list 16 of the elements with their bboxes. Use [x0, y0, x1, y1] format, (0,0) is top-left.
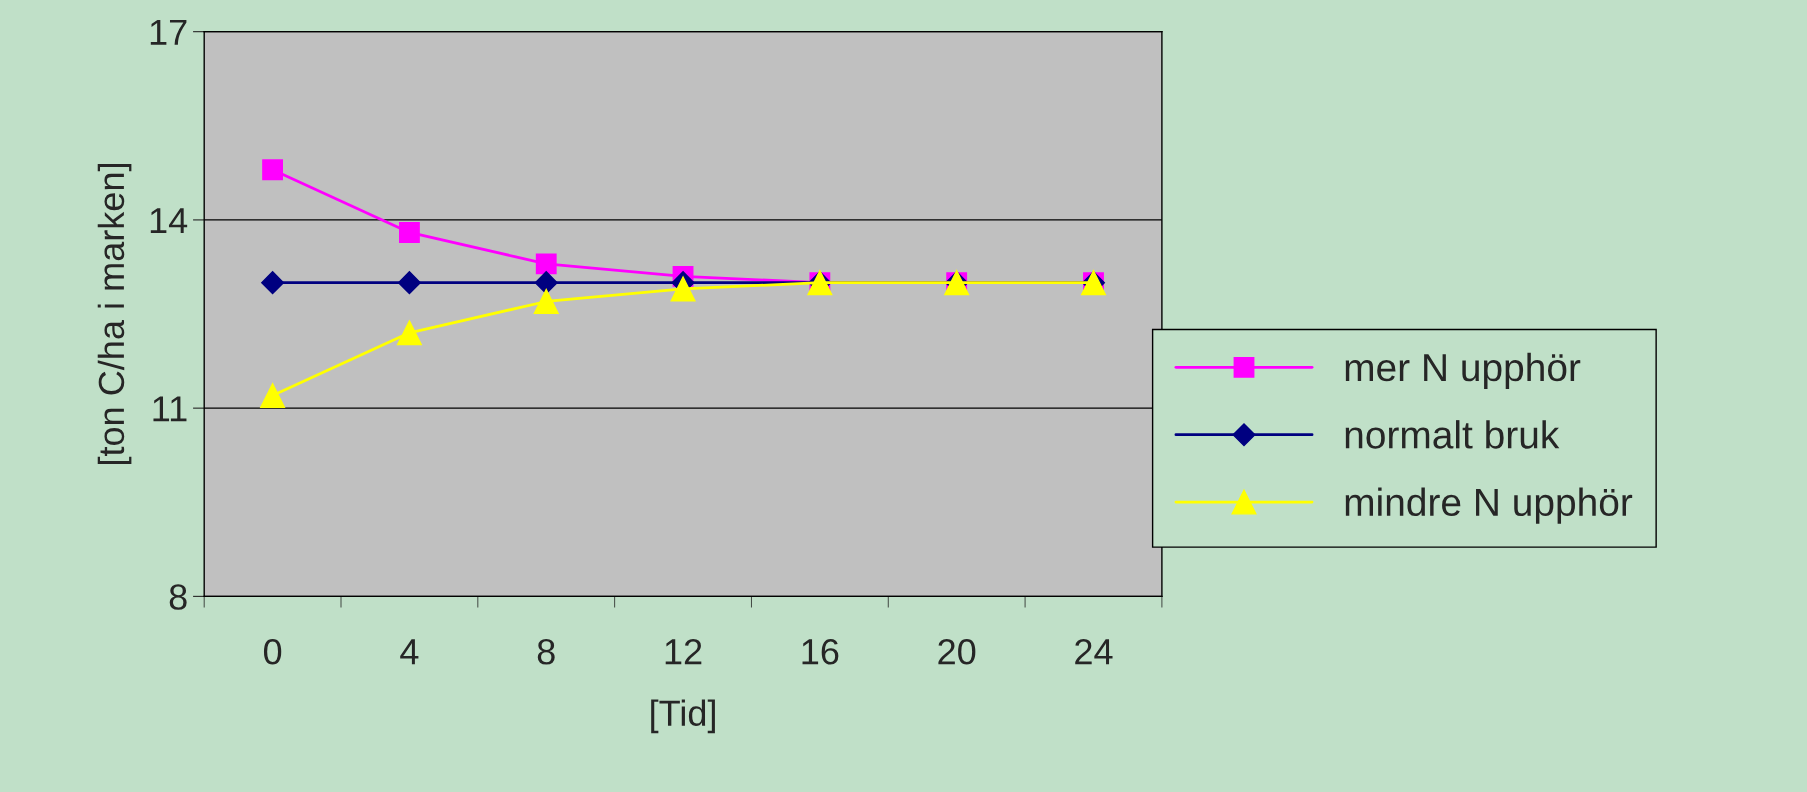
legend-label: mindre N upphör	[1345, 487, 1633, 524]
x-tick-label: 8	[537, 639, 555, 665]
y-axis-title: [ton C/ha i marken]	[97, 164, 132, 464]
x-tick-label: 12	[665, 639, 702, 665]
x-tick-label: 0	[263, 639, 282, 665]
x-tick-label: 4	[400, 639, 419, 665]
x-tick-label: 24	[1075, 639, 1113, 665]
y-tick-label: 8	[169, 584, 187, 610]
y-tick-label: 11	[153, 396, 187, 422]
x-tick-label: 20	[938, 639, 976, 665]
x-axis-title: [Tid]	[651, 699, 715, 734]
legend-label: mer N upphör	[1345, 352, 1581, 390]
legend-label: normalt bruk	[1345, 420, 1560, 449]
y-tick-label: 17	[150, 19, 187, 45]
y-tick-label: 14	[150, 208, 188, 233]
x-tick-label: 16	[802, 639, 839, 665]
